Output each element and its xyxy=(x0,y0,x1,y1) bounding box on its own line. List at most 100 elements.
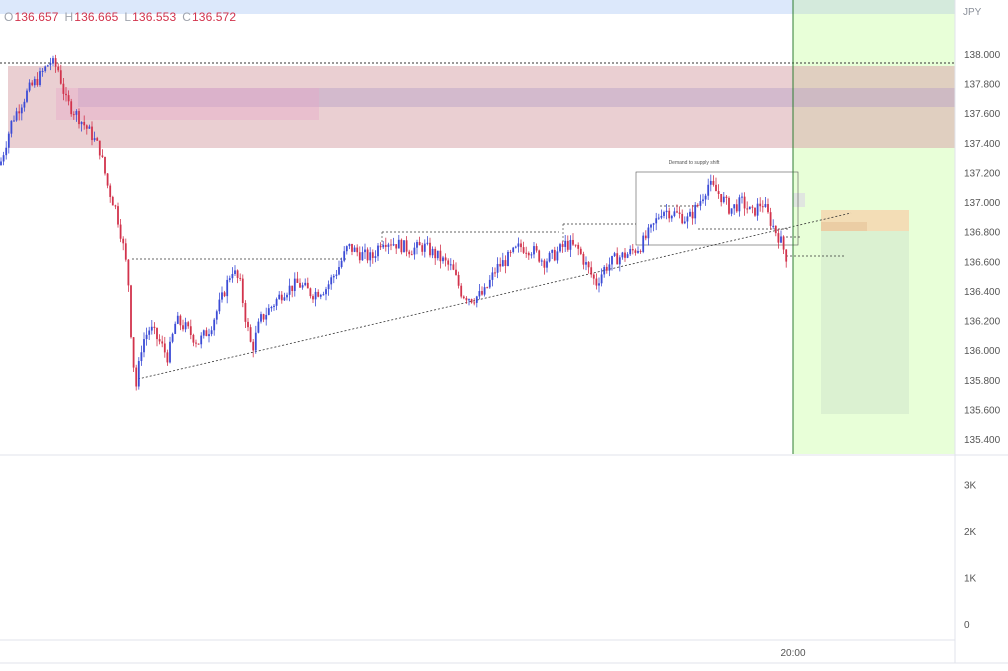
candle-body xyxy=(377,245,379,257)
candle-body xyxy=(301,285,304,288)
candle-body xyxy=(13,120,15,122)
price-tick-label: 137.400 xyxy=(964,139,1001,150)
candle-body xyxy=(496,263,499,273)
candle-body xyxy=(590,267,593,275)
candle-body xyxy=(564,240,567,247)
time-axis[interactable]: 20:00 xyxy=(780,648,805,659)
candle-body xyxy=(741,196,743,198)
candle-body xyxy=(332,275,335,278)
supply-zone-inner xyxy=(78,88,955,107)
candle-body xyxy=(296,278,299,283)
candle-body xyxy=(754,207,756,216)
candle-body xyxy=(288,285,291,295)
candle-body xyxy=(319,294,322,297)
candle-body xyxy=(390,244,392,246)
candle-body xyxy=(715,184,717,192)
candle-body xyxy=(195,342,197,344)
top-strip xyxy=(0,0,955,14)
candle-body xyxy=(15,111,18,121)
candle-body xyxy=(569,239,572,250)
candle-body xyxy=(720,194,723,203)
candle-body xyxy=(559,244,561,252)
candle-body xyxy=(455,269,457,275)
target-box xyxy=(821,231,909,414)
candle-body xyxy=(603,266,606,275)
candle-body xyxy=(137,361,140,387)
volume-axis[interactable]: 3K 2K 1K 0 xyxy=(964,481,977,632)
candle-body xyxy=(592,274,595,279)
candle-body xyxy=(83,121,86,126)
candle-body xyxy=(387,244,390,247)
candle-body xyxy=(231,273,234,279)
candle-body xyxy=(171,333,174,342)
price-tick-label: 138.000 xyxy=(964,50,1001,61)
candle-body xyxy=(533,246,535,255)
candle-body xyxy=(299,282,301,288)
candle-body xyxy=(702,199,704,202)
candle-body xyxy=(634,250,637,253)
candle-body xyxy=(621,252,624,258)
candle-body xyxy=(241,278,244,303)
candle-body xyxy=(106,173,109,186)
candle-body xyxy=(356,247,359,253)
candle-body xyxy=(556,251,559,261)
candle-body xyxy=(668,210,671,219)
candle-body xyxy=(340,260,343,268)
candle-body xyxy=(494,272,496,274)
candle-body xyxy=(486,287,489,289)
candle-body xyxy=(517,243,520,247)
volume-tick-label: 2K xyxy=(964,527,977,538)
time-tick-label: 20:00 xyxy=(780,648,805,659)
candle-body xyxy=(114,205,117,207)
candle-body xyxy=(611,256,613,265)
candle-body xyxy=(382,244,385,248)
candle-body xyxy=(41,70,44,72)
price-tick-label: 137.000 xyxy=(964,198,1001,209)
candle-body xyxy=(10,120,13,134)
candle-body xyxy=(244,302,247,322)
candle-body xyxy=(722,196,725,203)
candle-body xyxy=(358,252,361,261)
candle-body xyxy=(663,212,665,216)
candle-body xyxy=(759,203,762,207)
candle-body xyxy=(127,259,130,286)
candle-body xyxy=(460,285,463,297)
candle-body xyxy=(512,247,515,252)
candle-body xyxy=(587,262,590,268)
price-tick-label: 137.200 xyxy=(964,168,1001,179)
candle-body xyxy=(735,204,738,212)
candle-body xyxy=(267,308,270,315)
candle-body xyxy=(725,196,728,198)
candle-body xyxy=(109,185,112,197)
candle-body xyxy=(481,291,483,295)
candle-body xyxy=(117,206,119,225)
open-value: 136.657 xyxy=(14,10,59,24)
candle-body xyxy=(215,311,218,320)
candle-body xyxy=(751,206,754,208)
candle-body xyxy=(595,278,598,286)
candle-body xyxy=(543,260,546,268)
candle-body xyxy=(535,246,538,251)
candle-body xyxy=(655,218,658,224)
candle-body xyxy=(629,248,632,255)
candle-body xyxy=(33,78,36,86)
close-key: C xyxy=(182,10,192,24)
price-axis[interactable]: 138.000 137.800 137.600 137.400 137.200 137.0… xyxy=(964,50,1001,446)
candle-body xyxy=(72,114,75,116)
price-tick-label: 135.800 xyxy=(964,376,1001,387)
candle-body xyxy=(75,111,78,115)
candle-body xyxy=(397,239,400,249)
candle-body xyxy=(18,111,21,114)
candle-body xyxy=(777,233,780,243)
candle-body xyxy=(197,343,200,345)
candle-body xyxy=(335,274,338,276)
volume-tick-label: 0 xyxy=(964,620,970,631)
candle-body xyxy=(780,236,782,243)
candlestick-series xyxy=(0,54,788,391)
candle-body xyxy=(673,211,676,216)
candle-body xyxy=(426,242,429,244)
candle-body xyxy=(642,235,645,252)
candle-body xyxy=(7,133,10,148)
